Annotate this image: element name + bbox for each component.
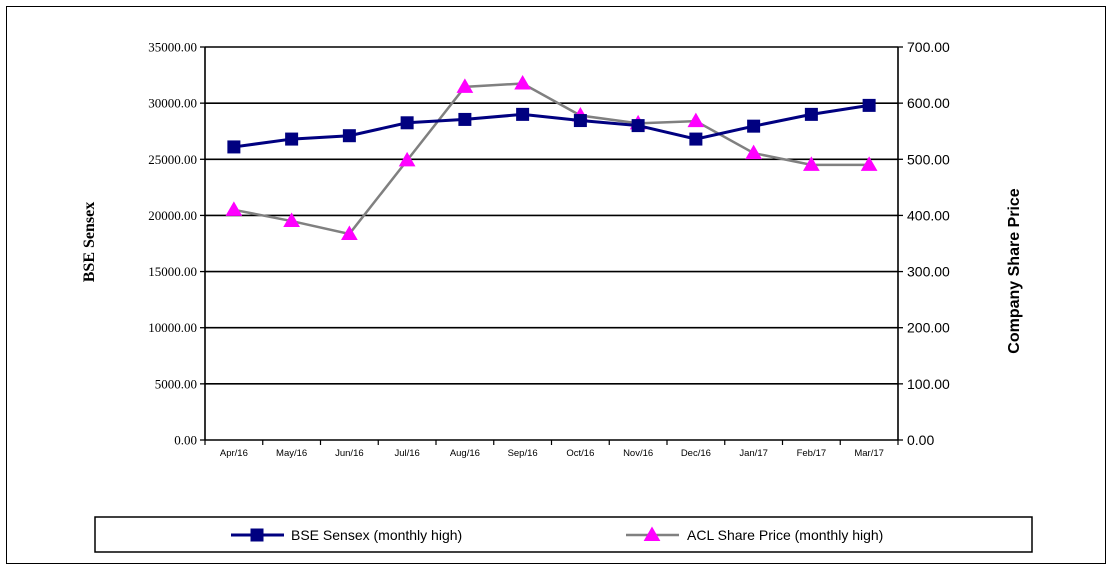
left-tick-label: 5000.00	[155, 376, 197, 391]
data-point-square	[285, 132, 299, 146]
right-tick-label: 300.00	[907, 264, 950, 280]
axes	[200, 46, 903, 445]
legend-label-bse: BSE Sensex (monthly high)	[291, 527, 462, 543]
left-axis-label: BSE Sensex	[81, 202, 98, 282]
legend-marker-acl	[643, 526, 661, 541]
data-point-triangle	[398, 151, 416, 167]
series-line	[233, 103, 870, 149]
data-point-triangle	[687, 112, 705, 128]
data-point-triangle	[283, 212, 300, 228]
chart-frame	[6, 6, 1106, 564]
right-tick-label: 400.00	[907, 207, 950, 223]
series-layer	[225, 74, 878, 240]
right-tick-label: 0.00	[907, 432, 934, 448]
x-tick-label: Jul/16	[394, 448, 419, 459]
legend: BSE Sensex (monthly high) ACL Share Price…	[94, 516, 1033, 553]
left-tick-label: 35000.00	[148, 40, 197, 55]
x-tick-label: May/16	[276, 448, 307, 459]
legend-marker-bse	[250, 528, 264, 542]
data-point-triangle	[745, 144, 762, 160]
x-tick-label: Oct/16	[566, 448, 594, 459]
data-point-triangle	[341, 225, 358, 240]
left-tick-label: 25000.00	[148, 152, 197, 167]
left-tick-label: 0.00	[174, 433, 197, 448]
data-point-triangle	[514, 74, 531, 90]
right-axis-ticks: 0.00 100.00 200.00 300.00 400.00 500.00 600.00…	[907, 39, 950, 448]
x-tick-label: Jan/17	[739, 448, 768, 459]
data-point-triangle	[860, 156, 878, 171]
right-tick-label: 100.00	[907, 376, 950, 392]
right-tick-label: 600.00	[907, 95, 950, 111]
x-tick-label: Dec/16	[681, 448, 711, 459]
series-bse-sensex	[227, 98, 876, 154]
x-tick-label: Feb/17	[797, 448, 827, 459]
data-point-square	[689, 132, 703, 146]
data-point-square	[227, 140, 241, 154]
data-point-square	[631, 119, 645, 133]
right-axis-label: Company Share Price	[1006, 188, 1023, 354]
gridlines	[205, 46, 898, 385]
data-point-square	[458, 112, 472, 126]
x-tick-label: Mar/17	[854, 448, 884, 459]
right-tick-label: 700.00	[907, 39, 950, 55]
legend-label-acl: ACL Share Price (monthly high)	[687, 527, 883, 543]
data-point-square	[400, 116, 414, 130]
x-tick-label: Apr/16	[220, 448, 248, 459]
series-line	[233, 82, 870, 236]
data-point-triangle	[456, 78, 474, 93]
x-axis-ticks: Apr/16 May/16 Jun/16 Jul/16 Aug/16 Sep/16 Oct/…	[220, 448, 884, 459]
left-tick-label: 30000.00	[148, 96, 197, 111]
data-point-square	[573, 114, 587, 128]
x-tick-label: Jun/16	[335, 448, 364, 459]
x-tick-label: Nov/16	[623, 448, 653, 459]
data-point-square	[516, 107, 530, 121]
data-point-triangle	[803, 156, 820, 171]
data-point-square	[747, 119, 761, 133]
right-tick-label: 500.00	[907, 151, 950, 167]
data-point-square	[342, 129, 356, 143]
right-tick-label: 200.00	[907, 320, 950, 336]
x-tick-label: Aug/16	[450, 448, 480, 459]
left-tick-label: 10000.00	[148, 320, 197, 335]
x-tick-label: Sep/16	[508, 448, 538, 459]
left-axis-ticks: 0.00 5000.00 10000.00 15000.00 20000.00 25000…	[148, 40, 197, 448]
data-point-square	[862, 98, 876, 112]
data-point-square	[804, 107, 818, 121]
data-point-triangle	[225, 201, 243, 216]
left-tick-label: 20000.00	[148, 208, 197, 223]
left-tick-label: 15000.00	[148, 264, 197, 279]
